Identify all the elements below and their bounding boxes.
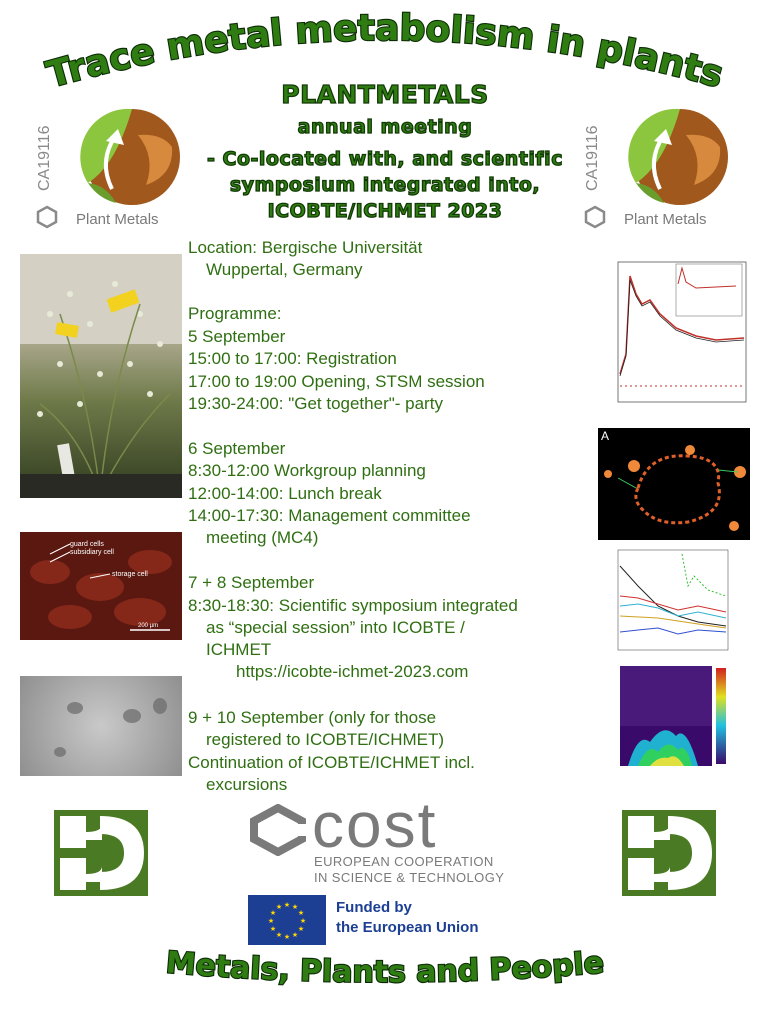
- svg-text:★: ★: [268, 917, 274, 925]
- spectrum-figure: [596, 254, 750, 426]
- cost-hexagon-icon: [250, 804, 308, 856]
- micrograph-gray: [20, 676, 182, 776]
- logo-code: CA19116: [584, 125, 601, 191]
- svg-text:★: ★: [270, 909, 276, 917]
- fluorescence-figure: A: [598, 428, 750, 540]
- header-line-1: annual meeting: [297, 115, 473, 138]
- label-guard-cells: guard cells: [70, 541, 104, 548]
- hexagon-icon: [36, 205, 58, 229]
- label-subsidiary-cell: subsidiary cell: [70, 549, 114, 556]
- scale-bar-label: 200 µm: [138, 623, 158, 629]
- day-9-10-heading-2: registered to ICOBTE/ICHMET): [206, 730, 445, 749]
- cost-line-2: IN SCIENCE & TECHNOLOGY: [314, 870, 505, 885]
- plant-photo: [20, 254, 182, 498]
- svg-text:★: ★: [284, 933, 290, 941]
- day-9-10-heading-1: 9 + 10 September (only for those: [188, 708, 437, 727]
- day-6-item-2: 12:00-14:00: Lunch break: [188, 484, 382, 503]
- day-9-10-item-2: excursions: [206, 775, 288, 794]
- svg-text:★: ★: [298, 925, 304, 933]
- sphere-logo-icon: [628, 108, 728, 205]
- panel-letter: A: [601, 429, 609, 443]
- conference-link[interactable]: https://icobte-ichmet-2023.com: [236, 662, 469, 681]
- day-7-8-item-1: 8:30-18:30: Scientific symposium integra…: [188, 596, 518, 615]
- header-line-2: - Co-located with, and scientific: [206, 147, 563, 170]
- plant-metals-logo-right: CA19116 Plant Metals: [580, 105, 760, 235]
- day-5-heading: 5 September: [188, 327, 286, 346]
- multiline-figure: [598, 546, 750, 658]
- day-6-item-1: 8:30-12:00 Workgroup planning: [188, 461, 426, 480]
- header-line-4: ICOBTE/ICHMET 2023: [267, 199, 503, 222]
- eu-line-1: Funded by: [336, 899, 412, 916]
- location-line-1: Location: Bergische Universität: [188, 238, 423, 257]
- eu-flag-icon: ★ ★★ ★★★ ★★★ ★★★: [248, 895, 326, 945]
- svg-text:★: ★: [300, 917, 306, 925]
- title-arc: Trace metal metabolism in plants: [41, 7, 728, 97]
- day-6-item-3: 14:00-17:30: Management committee: [188, 506, 471, 525]
- eu-line-2: the European Union: [336, 919, 479, 936]
- cost-line-1: EUROPEAN COOPERATION: [314, 854, 494, 869]
- logo-code: CA19116: [36, 125, 53, 191]
- svg-text:★: ★: [270, 925, 276, 933]
- footer-slogan: Metals, Plants and People: [164, 944, 607, 991]
- subtitle: PLANTMETALS: [281, 79, 489, 109]
- day-5-item-2: 17:00 to 19:00 Opening, STSM session: [188, 372, 485, 391]
- svg-text:★: ★: [276, 903, 282, 911]
- logo-name: Plant Metals: [624, 211, 707, 228]
- svg-text:★: ★: [292, 903, 298, 911]
- svg-text:★: ★: [284, 901, 290, 909]
- heatmap-figure: [598, 662, 750, 774]
- footer-arc: Metals, Plants and People: [164, 944, 607, 991]
- location-line-2: Wuppertal, Germany: [206, 260, 363, 279]
- day-6-item-4: meeting (MC4): [206, 528, 319, 547]
- svg-text:★: ★: [292, 931, 298, 939]
- day-7-8-item-2: as “special session” into ICOBTE /: [206, 618, 465, 637]
- day-7-8-item-3: ICHMET: [206, 640, 272, 659]
- hexagon-icon: [584, 205, 606, 229]
- micrograph-cells: guard cells subsidiary cell storage cell…: [20, 532, 182, 640]
- sphere-logo-icon: [80, 108, 180, 205]
- svg-text:★: ★: [298, 909, 304, 917]
- day-7-8-heading: 7 + 8 September: [188, 573, 315, 592]
- day-9-10-item-1: Continuation of ICOBTE/ICHMET incl.: [188, 753, 475, 772]
- svg-text:Metals, Plants and People: Metals, Plants and People: [165, 945, 606, 990]
- bc-logo-right-icon: [622, 810, 716, 896]
- programme-label: Programme:: [188, 304, 282, 323]
- day-6-heading: 6 September: [188, 439, 286, 458]
- svg-text:★: ★: [276, 931, 282, 939]
- label-storage-cell: storage cell: [112, 571, 148, 578]
- bc-logo-left-icon: [54, 810, 148, 896]
- plant-metals-logo-left: CA19116 Plant Metals: [32, 105, 212, 235]
- logo-name: Plant Metals: [76, 211, 159, 228]
- eu-funding: ★ ★ ★ ★ ★ ★ ★ ★ ★ ★ ★ ★ Funded by the European U…: [248, 895, 518, 945]
- header-line-3: symposium integrated into,: [229, 173, 541, 196]
- cost-logo: cost EUROPEAN COOPERATION IN SCIENCE & T…: [248, 790, 508, 892]
- day-5-item-1: 15:00 to 17:00: Registration: [188, 349, 397, 368]
- day-5-item-3: 19:30-24:00: "Get together"- party: [188, 394, 443, 413]
- cost-wordmark: cost: [312, 789, 438, 861]
